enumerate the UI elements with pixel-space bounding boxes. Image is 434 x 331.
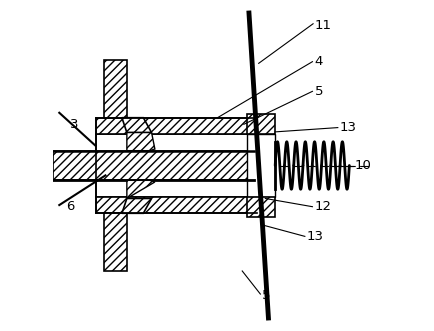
Polygon shape bbox=[127, 132, 155, 151]
Polygon shape bbox=[247, 115, 275, 134]
Text: 3: 3 bbox=[70, 118, 78, 131]
Text: 6: 6 bbox=[66, 200, 74, 213]
Text: 4: 4 bbox=[314, 55, 322, 68]
Polygon shape bbox=[122, 199, 151, 213]
Bar bbox=[247, 134, 275, 197]
Polygon shape bbox=[104, 213, 127, 271]
Polygon shape bbox=[95, 118, 256, 134]
Text: 5: 5 bbox=[314, 85, 322, 98]
Text: 11: 11 bbox=[314, 19, 331, 32]
Polygon shape bbox=[127, 180, 155, 199]
Polygon shape bbox=[247, 197, 275, 216]
Text: 12: 12 bbox=[314, 200, 331, 213]
Bar bbox=[95, 134, 256, 197]
Text: 5: 5 bbox=[261, 289, 270, 302]
Polygon shape bbox=[95, 197, 256, 213]
Text: 13: 13 bbox=[339, 121, 355, 134]
Polygon shape bbox=[104, 60, 127, 118]
Polygon shape bbox=[122, 118, 151, 132]
Polygon shape bbox=[53, 151, 253, 180]
Text: 13: 13 bbox=[306, 230, 323, 243]
Text: 10: 10 bbox=[353, 159, 370, 172]
